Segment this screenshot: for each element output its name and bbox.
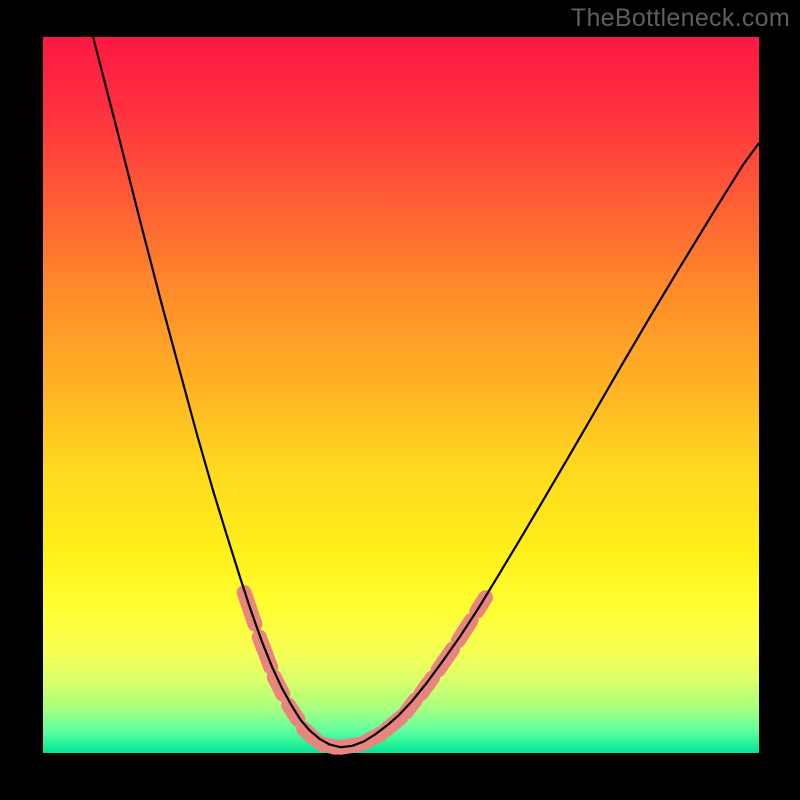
- highlight-segment: [421, 678, 432, 694]
- plot-background: [43, 37, 759, 753]
- watermark-text: TheBottleneck.com: [571, 4, 790, 33]
- chart-container: TheBottleneck.com: [0, 0, 800, 800]
- chart-svg: [0, 0, 800, 800]
